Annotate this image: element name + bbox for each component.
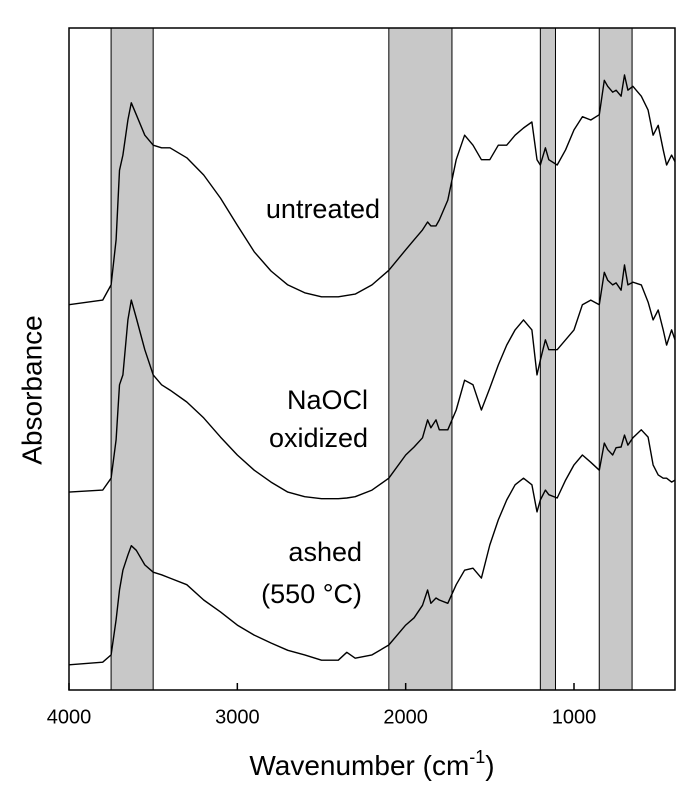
x-tick-label: 1000 xyxy=(552,706,597,728)
band xyxy=(110,27,154,691)
annotation: (550 °C) xyxy=(261,579,362,609)
plot-frame xyxy=(68,27,676,691)
spectrum-line xyxy=(68,74,676,306)
x-axis-label-end: ) xyxy=(485,750,494,781)
x-axis-label: Wavenumber (cm-1) xyxy=(249,747,494,782)
spectrum-line xyxy=(68,264,676,500)
x-tick-label: 2000 xyxy=(383,706,428,728)
band xyxy=(388,27,453,691)
band xyxy=(539,27,556,691)
x-axis-label-sup: -1 xyxy=(469,747,485,767)
annotation: untreated xyxy=(266,194,380,224)
x-axis-label-text: Wavenumber (cm xyxy=(249,750,469,781)
spectrum-line xyxy=(68,429,676,666)
annotation: oxidized xyxy=(269,423,368,453)
annotation: ashed xyxy=(288,537,362,567)
band xyxy=(598,27,633,691)
x-tick-label: 3000 xyxy=(215,706,260,728)
y-axis-label: Absorbance xyxy=(16,315,47,464)
annotation: NaOCl xyxy=(287,385,368,415)
x-tick-label: 4000 xyxy=(47,706,92,728)
